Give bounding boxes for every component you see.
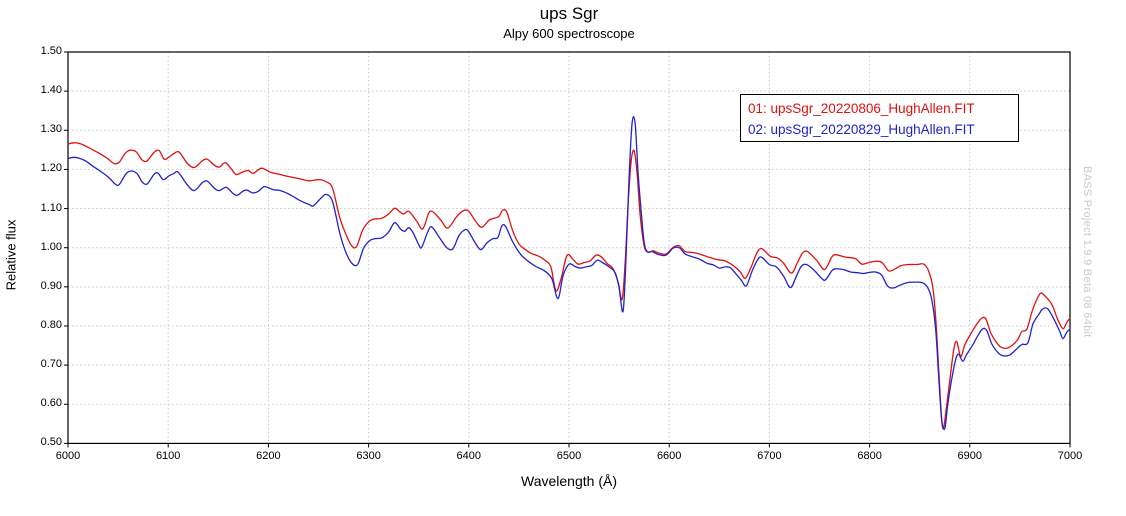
x-tick-label: 6000 <box>55 450 81 463</box>
y-axis-label: Relative flux <box>3 219 19 291</box>
x-tick-label: 6900 <box>957 450 983 463</box>
y-tick-label: 0.80 <box>40 318 62 331</box>
watermark-text: BASS Project 1.9.9 Beta 08 64bit <box>1081 166 1093 338</box>
x-tick-label: 6700 <box>757 450 782 463</box>
y-tick-label: 0.60 <box>40 397 62 410</box>
y-tick-label: 0.90 <box>40 279 62 292</box>
legend-box: 01: upsSgr_20220806_HughAllen.FIT 02: up… <box>740 94 1019 142</box>
y-tick-label: 1.00 <box>40 240 62 253</box>
legend-item-series1: 01: upsSgr_20220806_HughAllen.FIT <box>748 101 975 116</box>
x-axis-label: Wavelength (Å) <box>521 473 617 489</box>
x-tick-label: 6300 <box>356 450 381 463</box>
spectrum-curve-1 <box>67 142 1071 430</box>
x-tick-label: 6600 <box>656 450 682 463</box>
y-tick-label: 0.50 <box>40 436 62 449</box>
x-tick-label: 6100 <box>155 450 181 463</box>
legend-item-series2: 02: upsSgr_20220829_HughAllen.FIT <box>748 122 975 137</box>
x-tick-label: 6200 <box>256 450 281 463</box>
y-tick-label: 1.50 <box>40 45 62 57</box>
x-tick-label: 6800 <box>857 450 882 463</box>
y-tick-label: 1.30 <box>40 123 62 136</box>
y-tick-label: 1.40 <box>40 84 62 97</box>
y-tick-label: 0.70 <box>40 358 62 371</box>
chart-subtitle: Alpy 600 spectroscope <box>503 26 635 41</box>
x-tick-label: 7000 <box>1057 450 1083 463</box>
page-title: ups Sgr <box>539 4 599 23</box>
y-tick-label: 1.10 <box>40 201 62 214</box>
x-tick-label: 6400 <box>456 450 482 463</box>
y-tick-label: 1.20 <box>40 162 62 175</box>
x-tick-label: 6500 <box>556 450 582 463</box>
spectrum-curve-2 <box>67 116 1071 431</box>
